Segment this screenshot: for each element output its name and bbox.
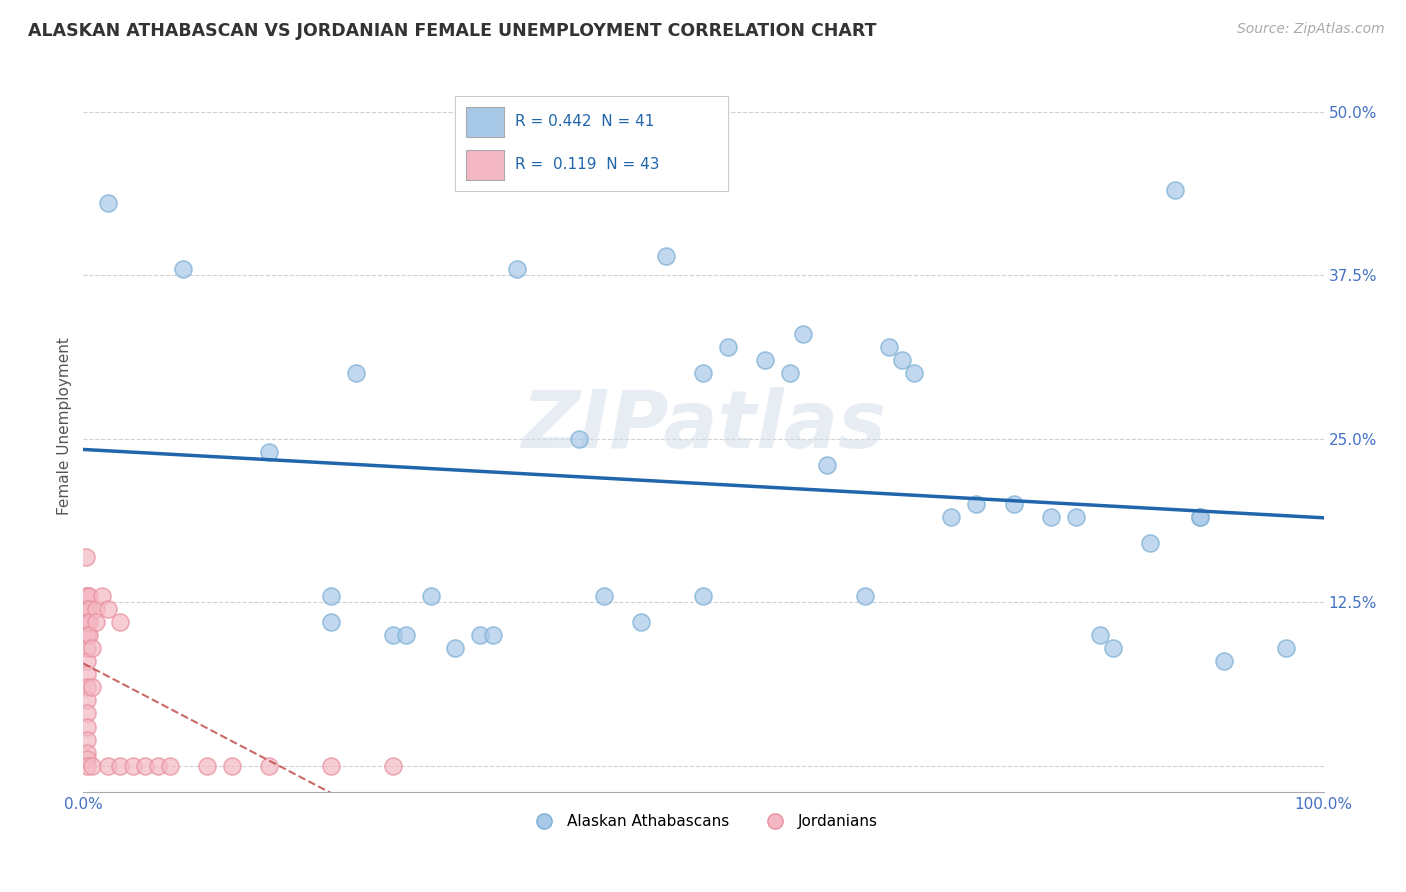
Point (97, 196, 120, 211)
Point (1101, 641, 1123, 656)
Point (76, 693, 98, 707)
Point (1188, 510, 1211, 524)
Point (1002, 497, 1025, 511)
Point (754, 353, 776, 368)
Point (853, 589, 876, 603)
Point (419, 589, 441, 603)
Point (1139, 536, 1161, 550)
Point (879, 340, 901, 354)
Point (76, 706, 98, 721)
Point (76, 628, 98, 642)
Point (76, 615, 98, 629)
Point (321, 759, 343, 773)
Point (1275, 641, 1298, 656)
Point (79, 615, 101, 629)
Point (259, 445, 281, 459)
Text: ALASKAN ATHABASCAN VS JORDANIAN FEMALE UNEMPLOYMENT CORRELATION CHART: ALASKAN ATHABASCAN VS JORDANIAN FEMALE U… (28, 22, 876, 40)
Point (79, 589, 101, 603)
Point (941, 510, 963, 524)
Point (76, 654, 98, 668)
Point (903, 367, 925, 381)
Point (122, 759, 145, 773)
Point (593, 589, 616, 603)
Point (817, 458, 839, 472)
Point (76, 602, 98, 616)
Point (84, 602, 107, 616)
Point (1039, 510, 1062, 524)
Point (159, 759, 181, 773)
Point (110, 759, 132, 773)
Point (1090, 628, 1112, 642)
Point (80, 681, 103, 695)
Point (195, 759, 218, 773)
Point (75, 549, 97, 564)
Point (444, 641, 467, 656)
Point (76, 667, 98, 681)
Point (890, 353, 912, 368)
Point (76, 589, 98, 603)
Point (717, 340, 740, 354)
Point (568, 432, 591, 446)
Point (110, 615, 132, 629)
Text: ZIPatlas: ZIPatlas (522, 387, 886, 465)
Point (84, 615, 107, 629)
Point (97, 759, 120, 773)
Point (1213, 654, 1236, 668)
Point (692, 367, 714, 381)
Point (395, 628, 418, 642)
Point (1064, 510, 1087, 524)
Point (1164, 183, 1187, 197)
Point (76, 759, 98, 773)
Legend: Alaskan Athabascans, Jordanians: Alaskan Athabascans, Jordanians (523, 808, 884, 836)
Point (76, 589, 98, 603)
Point (76, 602, 98, 616)
Point (655, 249, 678, 263)
Point (79, 602, 101, 616)
Point (259, 759, 281, 773)
Point (76, 720, 98, 734)
Point (80, 641, 103, 656)
Point (779, 367, 801, 381)
Point (146, 759, 169, 773)
Point (79, 628, 101, 642)
Point (321, 589, 343, 603)
Point (76, 628, 98, 642)
Point (344, 367, 367, 381)
Point (221, 759, 243, 773)
Point (382, 628, 405, 642)
Point (80, 759, 103, 773)
Point (90, 589, 112, 603)
Point (470, 628, 492, 642)
Point (792, 327, 814, 342)
Point (76, 615, 98, 629)
Point (965, 497, 987, 511)
Y-axis label: Female Unemployment: Female Unemployment (58, 337, 72, 515)
Point (76, 752, 98, 766)
Point (76, 746, 98, 760)
Point (630, 615, 652, 629)
Point (97, 602, 120, 616)
Point (506, 261, 529, 276)
Point (382, 759, 405, 773)
Point (134, 759, 156, 773)
Point (692, 589, 714, 603)
Point (76, 641, 98, 656)
Point (172, 261, 194, 276)
Point (481, 628, 503, 642)
Point (76, 681, 98, 695)
Text: Source: ZipAtlas.com: Source: ZipAtlas.com (1237, 22, 1385, 37)
Point (76, 732, 98, 747)
Point (1188, 510, 1211, 524)
Point (321, 615, 343, 629)
